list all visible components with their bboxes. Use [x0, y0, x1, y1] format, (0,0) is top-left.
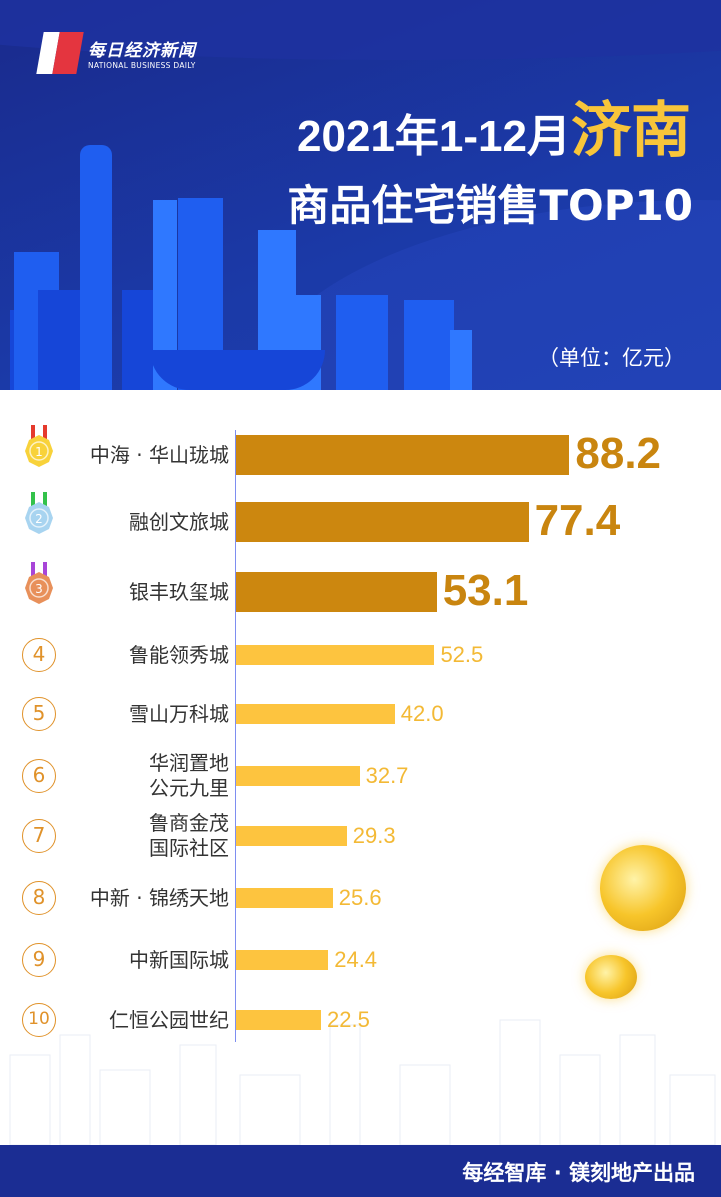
- medal-rank: 1: [35, 445, 43, 459]
- rank-badge: 7: [22, 819, 56, 853]
- unit-label: （单位：亿元）: [538, 346, 685, 370]
- bar-chart: 1 中海 · 华山珑城 88.2 2 融创文旅城 77.4 3 银丰玖玺城 53.1 4 鲁能领秀城…: [0, 390, 721, 1145]
- category-label: 中新国际城: [129, 947, 229, 972]
- logo-name-cn: 每日经济新闻: [88, 41, 196, 61]
- y-axis-line: [235, 430, 236, 1042]
- rank-badge: 6: [22, 759, 56, 793]
- bar: [236, 704, 395, 724]
- value-label: 22.5: [327, 1007, 370, 1032]
- value-label: 32.7: [365, 763, 409, 788]
- value-label: 42.0: [400, 701, 444, 726]
- footer-bar: 每经智库 · 镁刻地产出品: [0, 1145, 721, 1197]
- silver-medal-icon: 2: [22, 492, 56, 540]
- category-label: 中海 · 华山珑城: [89, 442, 229, 467]
- brand-logo: 每日经济新闻 NATIONAL BUSINESS DAILY: [36, 32, 196, 74]
- category-label: 银丰玖玺城: [129, 579, 229, 604]
- title-city: 济南: [571, 97, 691, 164]
- rank-badge: 4: [22, 638, 56, 672]
- medal-rank: 2: [35, 512, 43, 526]
- bar: [236, 572, 437, 612]
- bar: [236, 502, 529, 542]
- footer-credit: 每经智库 · 镁刻地产出品: [462, 1161, 695, 1185]
- value-label: 29.3: [352, 823, 396, 848]
- value-label: 77.4: [534, 496, 621, 545]
- bar: [236, 645, 435, 665]
- logo-mark-icon: [36, 32, 84, 74]
- rank-badge: 9: [22, 943, 56, 977]
- bar: [236, 766, 360, 786]
- title-period: 2021年1-12月: [297, 112, 571, 161]
- category-label: 融创文旅城: [129, 509, 229, 534]
- bronze-medal-icon: 3: [22, 562, 56, 610]
- bar: [236, 950, 329, 970]
- background-skyline-decor: [9, 1019, 716, 1145]
- rank-badge: 5: [22, 697, 56, 731]
- bar: [236, 435, 570, 475]
- bar: [236, 888, 333, 908]
- bar: [236, 826, 347, 846]
- value-label: 88.2: [575, 429, 662, 478]
- header-banner: 每日经济新闻 NATIONAL BUSINESS DAILY 2021年1-12…: [0, 0, 721, 390]
- category-label: 中新 · 锦绣天地: [89, 885, 229, 910]
- decor-wave: [0, 0, 721, 60]
- rank-badge: 10: [22, 1003, 56, 1037]
- page-title-line2: 商品住宅销售TOP10: [287, 181, 693, 230]
- value-label: 25.6: [338, 885, 382, 910]
- gold-medal-icon: 1: [22, 425, 56, 473]
- logo-name-en: NATIONAL BUSINESS DAILY: [88, 61, 196, 70]
- value-label: 53.1: [442, 566, 529, 615]
- category-label: 华润置地 公元九里: [149, 751, 229, 800]
- category-label: 鲁能领秀城: [129, 642, 229, 667]
- medal-rank: 3: [35, 582, 43, 596]
- gold-coin-icon: [600, 845, 686, 931]
- gold-coin-icon: [585, 955, 637, 999]
- value-label: 52.5: [440, 642, 484, 667]
- rank-badge: 8: [22, 881, 56, 915]
- category-label: 雪山万科城: [129, 701, 229, 726]
- bar: [236, 1010, 322, 1030]
- category-label: 鲁商金茂 国际社区: [149, 811, 229, 860]
- page-title-line1: 2021年1-12月济南: [297, 82, 691, 169]
- category-label: 仁恒公园世纪: [109, 1007, 229, 1032]
- value-label: 24.4: [334, 947, 378, 972]
